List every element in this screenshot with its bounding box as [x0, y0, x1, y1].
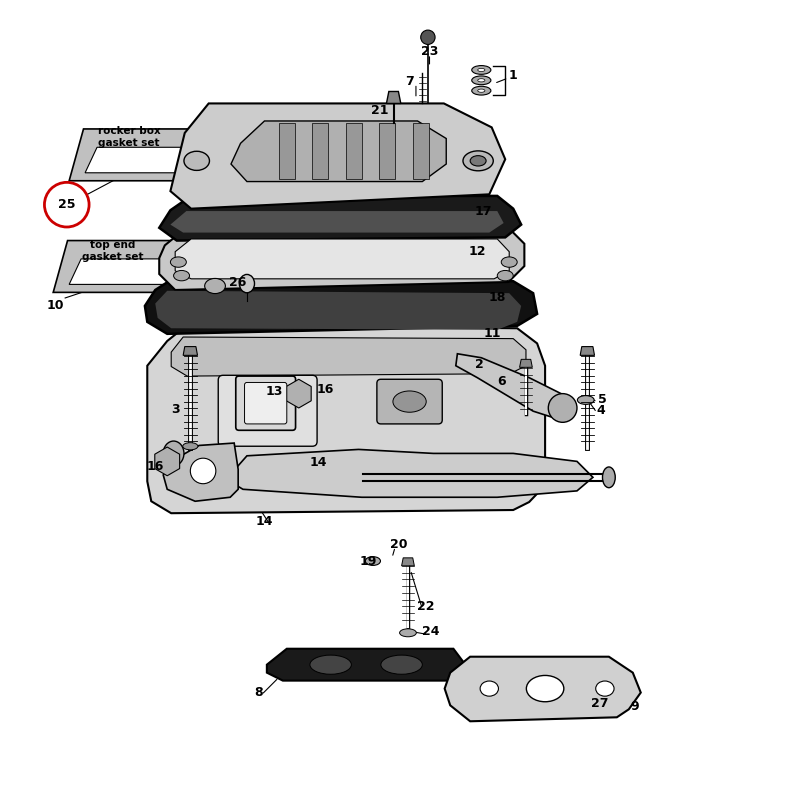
Polygon shape: [163, 443, 238, 502]
Text: 7: 7: [405, 74, 414, 88]
Text: 3: 3: [171, 403, 179, 416]
Polygon shape: [171, 337, 526, 376]
Polygon shape: [170, 103, 506, 209]
Ellipse shape: [366, 557, 381, 566]
Polygon shape: [227, 450, 593, 498]
Ellipse shape: [463, 151, 494, 170]
Polygon shape: [159, 196, 521, 241]
Ellipse shape: [310, 655, 351, 674]
Text: 1: 1: [509, 69, 518, 82]
Text: 24: 24: [422, 626, 439, 638]
Polygon shape: [267, 649, 466, 681]
Circle shape: [190, 458, 216, 484]
Polygon shape: [69, 129, 243, 181]
Ellipse shape: [174, 270, 190, 281]
Text: 21: 21: [370, 104, 388, 117]
Ellipse shape: [502, 257, 517, 267]
Polygon shape: [54, 241, 235, 292]
Ellipse shape: [393, 391, 426, 412]
Polygon shape: [456, 354, 565, 418]
Ellipse shape: [470, 156, 486, 166]
Text: 27: 27: [590, 698, 608, 710]
Polygon shape: [379, 123, 395, 179]
Ellipse shape: [246, 391, 279, 412]
Polygon shape: [231, 121, 446, 182]
Text: 14: 14: [310, 457, 327, 470]
Ellipse shape: [472, 86, 491, 95]
Ellipse shape: [596, 681, 614, 696]
Polygon shape: [159, 228, 524, 290]
Text: rocker box
gasket set: rocker box gasket set: [98, 126, 160, 148]
Polygon shape: [312, 123, 328, 179]
Text: 22: 22: [417, 600, 434, 613]
Polygon shape: [145, 278, 537, 334]
Ellipse shape: [578, 396, 594, 404]
Text: 11: 11: [484, 327, 502, 340]
Ellipse shape: [381, 655, 422, 674]
Polygon shape: [580, 346, 594, 355]
Polygon shape: [402, 558, 414, 566]
Polygon shape: [413, 123, 429, 179]
Text: 4: 4: [597, 404, 606, 417]
Text: 16: 16: [146, 461, 164, 474]
Ellipse shape: [170, 257, 186, 267]
Polygon shape: [386, 91, 401, 103]
Ellipse shape: [205, 278, 226, 294]
Text: 2: 2: [475, 358, 484, 371]
Polygon shape: [69, 259, 225, 285]
Text: 8: 8: [254, 686, 262, 699]
Ellipse shape: [239, 274, 254, 293]
FancyBboxPatch shape: [218, 375, 317, 446]
Ellipse shape: [163, 441, 184, 466]
Text: 16: 16: [316, 383, 334, 396]
Text: top end
gasket set: top end gasket set: [82, 240, 144, 262]
FancyBboxPatch shape: [230, 379, 295, 424]
Polygon shape: [519, 359, 532, 367]
Polygon shape: [183, 346, 198, 355]
Ellipse shape: [400, 629, 416, 637]
Polygon shape: [346, 123, 362, 179]
Polygon shape: [175, 239, 510, 279]
FancyBboxPatch shape: [236, 376, 295, 430]
Text: 23: 23: [421, 45, 438, 58]
Text: 17: 17: [474, 205, 492, 218]
FancyBboxPatch shape: [245, 382, 286, 424]
Polygon shape: [85, 147, 233, 173]
Text: 10: 10: [47, 299, 64, 313]
Polygon shape: [445, 657, 641, 722]
Text: 14: 14: [256, 515, 274, 529]
Text: 6: 6: [498, 375, 506, 388]
Text: 25: 25: [58, 198, 75, 211]
Ellipse shape: [472, 76, 491, 85]
Ellipse shape: [602, 467, 615, 488]
Text: 13: 13: [266, 385, 282, 398]
Text: 18: 18: [489, 290, 506, 304]
Ellipse shape: [182, 442, 198, 450]
Ellipse shape: [184, 151, 210, 170]
Circle shape: [421, 30, 435, 45]
Ellipse shape: [478, 78, 485, 82]
Polygon shape: [279, 123, 294, 179]
Ellipse shape: [478, 89, 485, 92]
Polygon shape: [147, 325, 545, 514]
Ellipse shape: [472, 66, 491, 74]
Ellipse shape: [498, 270, 514, 281]
Text: 19: 19: [359, 555, 377, 568]
Text: 9: 9: [631, 701, 639, 714]
Text: 12: 12: [469, 246, 486, 258]
Ellipse shape: [526, 675, 564, 702]
Polygon shape: [170, 211, 504, 233]
Polygon shape: [155, 290, 521, 330]
Ellipse shape: [480, 681, 498, 696]
Circle shape: [548, 394, 577, 422]
FancyBboxPatch shape: [377, 379, 442, 424]
Ellipse shape: [478, 68, 485, 71]
Text: 26: 26: [229, 275, 246, 289]
Text: 20: 20: [390, 538, 407, 550]
Text: 5: 5: [598, 393, 607, 406]
